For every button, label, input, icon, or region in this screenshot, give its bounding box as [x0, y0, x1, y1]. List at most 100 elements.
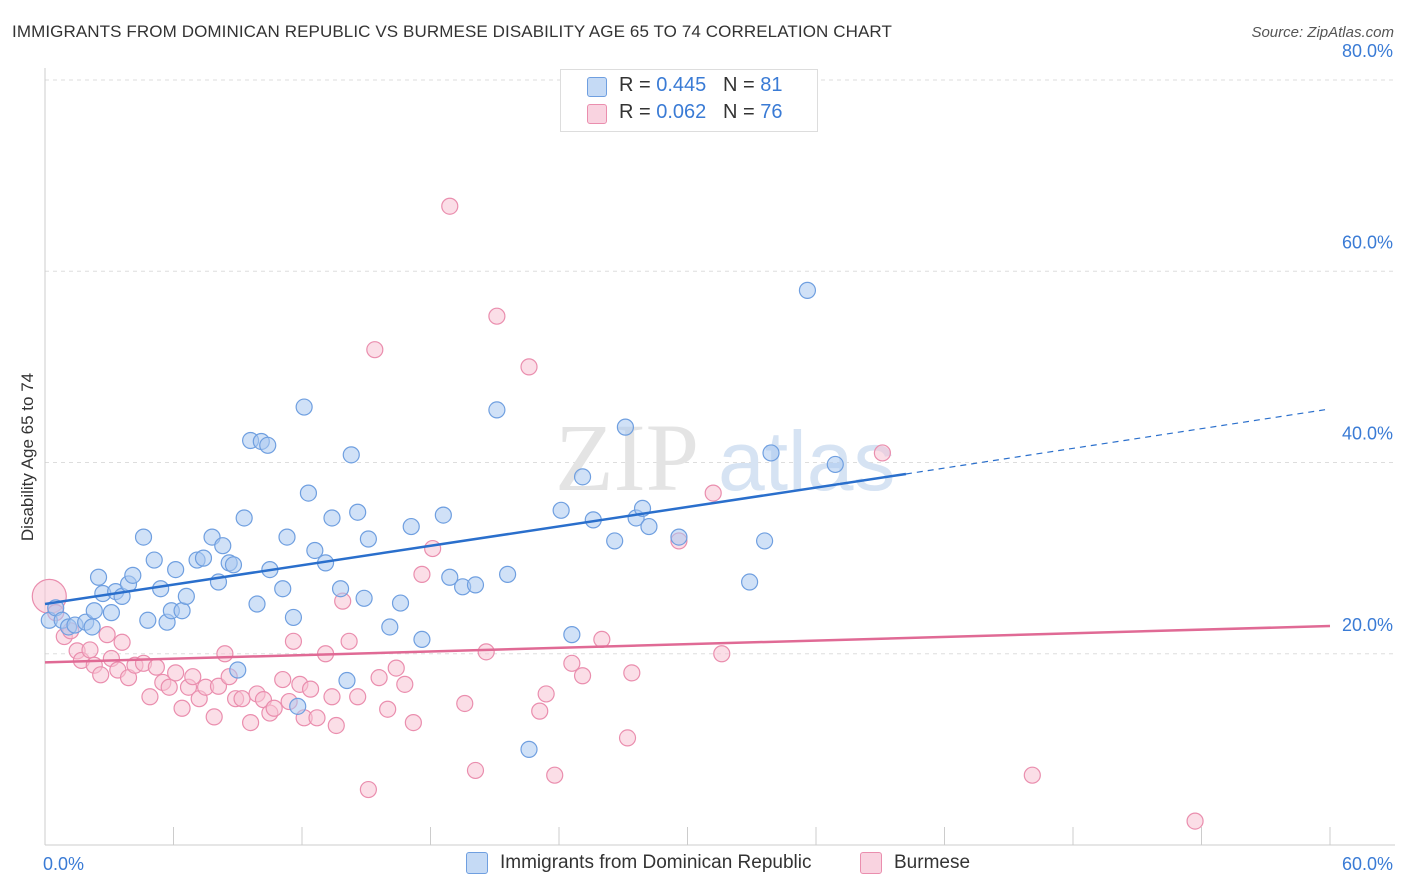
bottom-legend-swatch-blue [466, 852, 488, 874]
burmese-point [441, 197, 459, 215]
dominican-point [391, 594, 410, 612]
dominican-point [83, 618, 101, 636]
burmese-point [573, 667, 592, 685]
burmese-point [387, 659, 405, 677]
bottom-legend-label: Immigrants from Dominican Republic [500, 852, 812, 873]
dominican-point [194, 549, 213, 567]
dominican-point [826, 455, 844, 474]
x-tick-label-max: 60.0% [1342, 854, 1393, 874]
dominican-point [323, 509, 341, 527]
legend-n-value: 81 [760, 74, 783, 96]
stats-legend: R = 0.445 N = 81 R = 0.062 N = 76 [560, 69, 818, 132]
dominican-point [274, 580, 292, 598]
burmese-point [284, 632, 303, 650]
dominican-point [563, 626, 581, 644]
dominican-point [520, 740, 538, 758]
y-tick-label: 20.0% [1342, 615, 1393, 635]
dominican-point [89, 568, 108, 586]
burmese-point [366, 341, 384, 359]
burmese-point [167, 664, 185, 682]
dominican-point [441, 568, 459, 586]
burmese-points [31, 197, 1204, 830]
dominican-point [616, 418, 634, 436]
dominican-point [145, 551, 163, 569]
legend-r-label: R = [619, 74, 657, 96]
burmese-point [593, 630, 611, 649]
dominican-point [434, 506, 452, 524]
burmese-point [546, 766, 564, 784]
dominican-point [488, 401, 506, 419]
dominican-point [573, 468, 592, 486]
burmese-point [209, 677, 228, 695]
dominican-point [552, 501, 570, 519]
dominican-point [235, 509, 253, 527]
burmese-point [113, 633, 131, 651]
chart-title: IMMIGRANTS FROM DOMINICAN REPUBLIC VS BU… [12, 22, 892, 41]
dominican-point [248, 595, 266, 613]
dominican-point [466, 576, 485, 594]
burmese-point [216, 645, 234, 663]
burmese-point [274, 670, 292, 689]
dominican-point [342, 446, 360, 464]
burmese-point [520, 358, 538, 376]
burmese-point [308, 709, 326, 727]
dominican-point [134, 528, 153, 546]
legend-n-label: N = [722, 74, 761, 96]
burmese-point [349, 688, 367, 706]
burmese-point [466, 761, 485, 780]
dominican-trend-extension [905, 408, 1331, 475]
dominican-point [306, 541, 324, 560]
dominican-point [289, 697, 307, 715]
dominican-point [331, 580, 350, 598]
y-tick-label: 80.0% [1342, 41, 1393, 61]
burmese-point [424, 539, 442, 558]
legend-r-value: 0.062 [656, 101, 707, 123]
dominican-point [755, 532, 774, 550]
legend-swatch-blue [587, 77, 607, 97]
dominican-point [670, 528, 688, 546]
dominican-point [295, 398, 313, 416]
dominican-point [299, 484, 318, 502]
burmese-point [563, 654, 581, 672]
dominican-point [214, 537, 232, 555]
dominican-point [224, 556, 243, 574]
y-axis-label: Disability Age 65 to 74 [18, 373, 37, 541]
burmese-point [477, 643, 495, 661]
dominican-point [85, 602, 103, 620]
legend-swatch-pink [587, 104, 607, 124]
dominican-point [124, 566, 142, 584]
burmese-point [173, 699, 191, 717]
dominican-point [381, 618, 399, 636]
dominican-point [606, 532, 624, 550]
dominican-point [499, 565, 517, 583]
burmese-point [301, 680, 320, 698]
burmese-point [370, 669, 388, 687]
burmese-point [1186, 812, 1204, 830]
dominican-point [413, 630, 431, 649]
burmese-point [184, 668, 202, 686]
burmese-point [618, 729, 637, 747]
grid-layer [45, 79, 1395, 655]
burmese-point [327, 716, 345, 735]
burmese-point [205, 708, 223, 726]
bottom-legend-label: Burmese [894, 852, 971, 873]
dominican-point [152, 580, 170, 598]
burmese-point [141, 688, 159, 706]
burmese-point [713, 645, 731, 663]
burmese-point [98, 626, 116, 644]
burmese-point [160, 678, 178, 696]
bottom-legend-swatch-pink [860, 852, 882, 874]
watermark: ZIP atlas [555, 404, 895, 511]
burmese-point [379, 700, 397, 718]
burmese-point [396, 675, 414, 693]
x-tick-label-min: 0.0% [43, 854, 84, 874]
burmese-point [488, 307, 506, 325]
trend-lines [44, 408, 1331, 664]
dominican-point [355, 589, 373, 607]
burmese-point [1023, 766, 1041, 784]
dominican-point [349, 503, 367, 521]
burmese-point [92, 666, 110, 684]
dominican-trend-line [44, 472, 907, 606]
y-tick-label: 40.0% [1342, 424, 1393, 444]
